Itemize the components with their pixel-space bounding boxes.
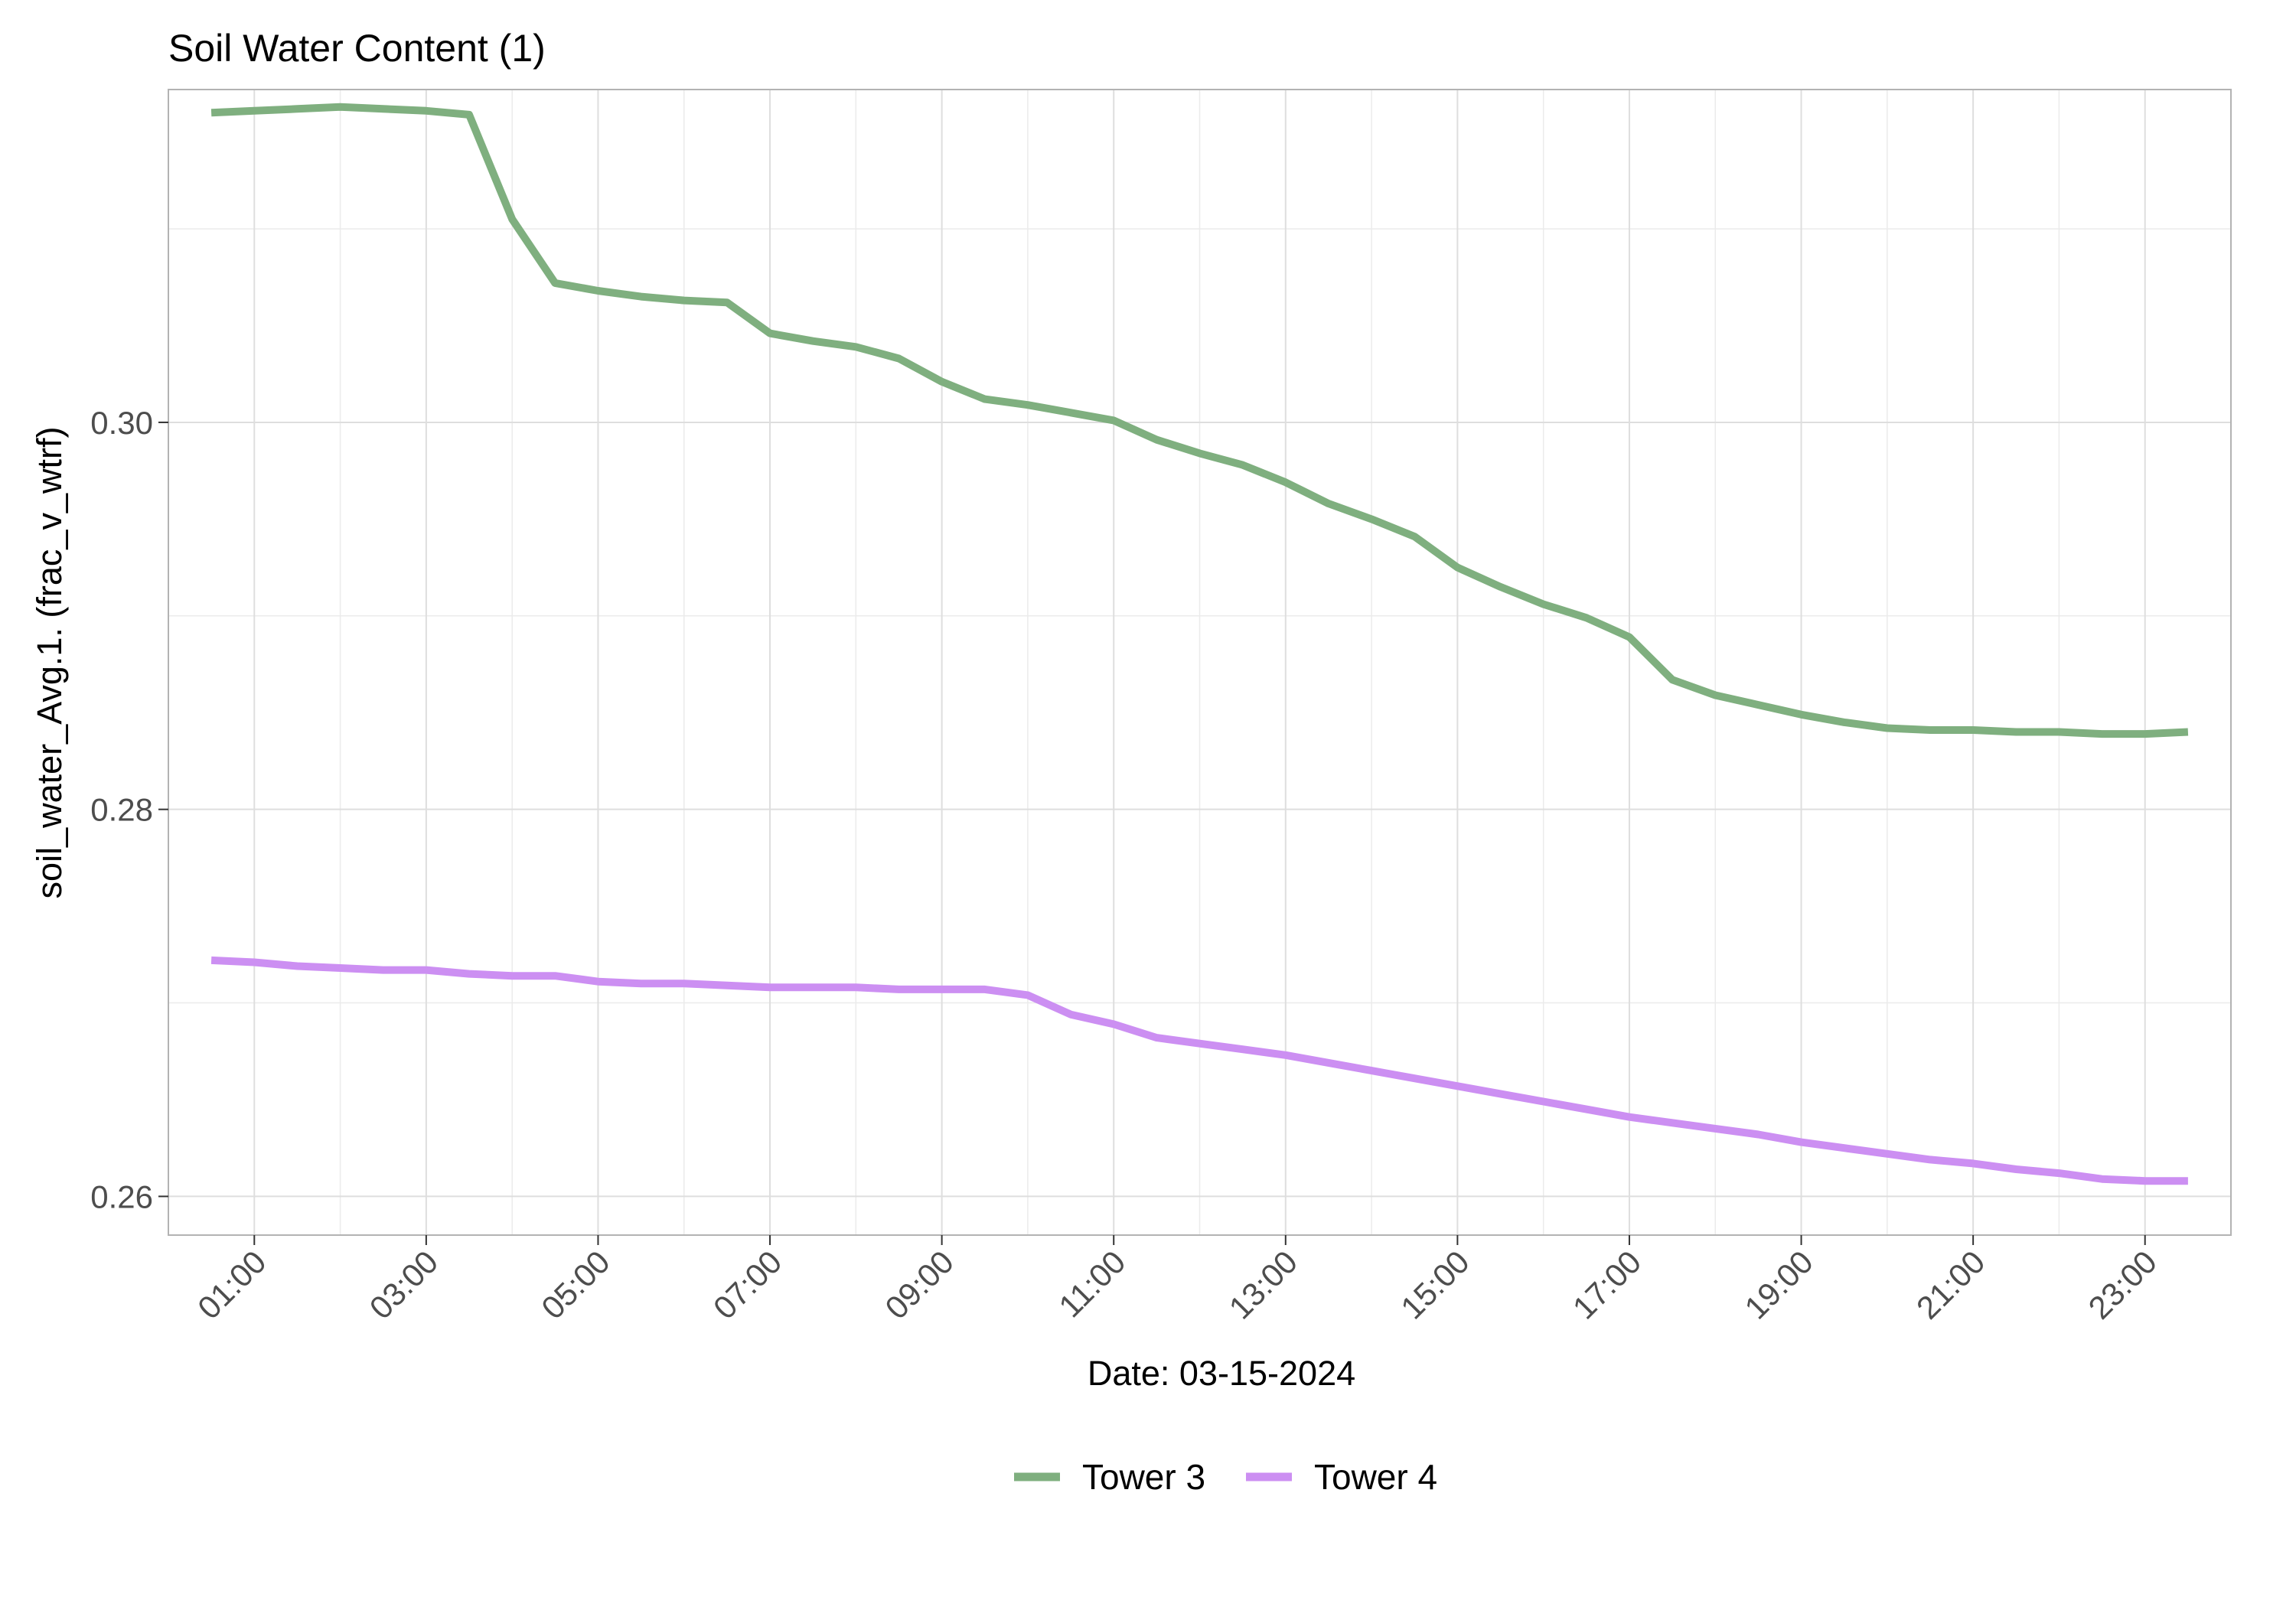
x-axis-ticks: 01:00 03:00 05:00 07:00 09:00 11:00 13:00 15:00… — [191, 1235, 2164, 1326]
y-axis-ticks: 0.26 0.28 0.30 — [90, 405, 168, 1214]
x-tick-label: 21:00 — [1910, 1244, 1992, 1326]
x-tick-label: 17:00 — [1566, 1244, 1649, 1326]
legend-label-tower-3: Tower 3 — [1082, 1457, 1205, 1497]
x-tick-label: 05:00 — [534, 1244, 617, 1326]
plot-border — [168, 89, 2232, 1236]
x-tick-label: 07:00 — [706, 1244, 789, 1326]
series-lines — [210, 103, 2189, 1185]
grid-lines — [168, 90, 2232, 1235]
x-tick-label: 03:00 — [363, 1244, 445, 1326]
y-tick-label: 0.30 — [90, 405, 153, 441]
legend: Tower 3 Tower 4 — [1014, 1457, 1437, 1497]
x-tick-label: 11:00 — [1052, 1244, 1132, 1324]
series-line-tower-3 — [210, 103, 2189, 738]
x-tick-label: 23:00 — [2082, 1244, 2164, 1326]
x-tick-label: 19:00 — [1737, 1244, 1820, 1326]
series-line-tower-4 — [210, 956, 2188, 1185]
y-tick-label: 0.26 — [90, 1178, 153, 1214]
legend-label-tower-4: Tower 4 — [1314, 1457, 1437, 1497]
x-tick-label: 09:00 — [878, 1244, 960, 1326]
chart-title: Soil Water Content (1) — [168, 27, 546, 70]
x-tick-label: 13:00 — [1222, 1244, 1305, 1326]
x-tick-label: 01:00 — [191, 1244, 273, 1326]
y-axis-label: soil_water_Avg.1. (frac_v_wtrf) — [30, 427, 69, 899]
y-tick-label: 0.28 — [90, 792, 153, 828]
x-tick-label: 15:00 — [1394, 1244, 1476, 1326]
x-axis-label: Date: 03-15-2024 — [1088, 1354, 1355, 1393]
